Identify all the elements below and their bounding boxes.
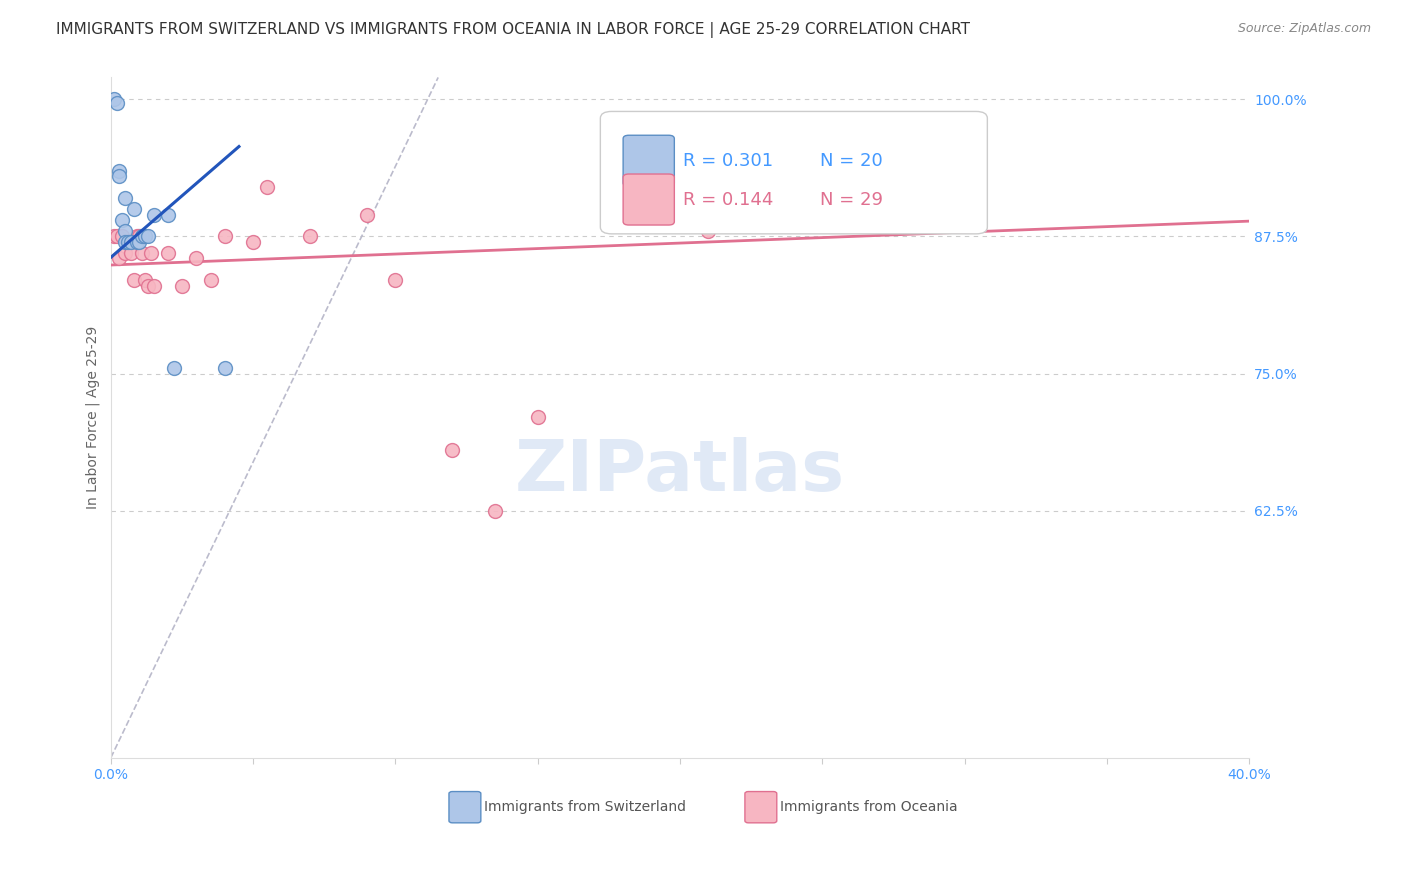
Point [242, 235, 264, 249]
FancyBboxPatch shape [623, 136, 675, 186]
Point [170, 278, 193, 293]
Point [131, 229, 153, 244]
Y-axis label: In Labor Force | Age 25-29: In Labor Force | Age 25-29 [86, 326, 100, 509]
Point [103, 229, 125, 244]
Text: IMMIGRANTS FROM SWITZERLAND VS IMMIGRANTS FROM OCEANIA IN LABOR FORCE | AGE 25-2: IMMIGRANTS FROM SWITZERLAND VS IMMIGRANT… [56, 22, 970, 38]
Point [214, 361, 236, 376]
Point [122, 202, 145, 216]
Point [117, 235, 139, 249]
Point [136, 229, 159, 244]
Text: Immigrants from Switzerland: Immigrants from Switzerland [484, 799, 686, 814]
Text: Immigrants from Oceania: Immigrants from Oceania [780, 799, 957, 814]
Point [103, 92, 125, 106]
Text: N = 20: N = 20 [820, 153, 883, 170]
Point [108, 169, 131, 183]
Point [105, 95, 128, 110]
Point [117, 235, 139, 249]
FancyBboxPatch shape [600, 112, 987, 234]
Point [128, 229, 150, 244]
Point [111, 229, 134, 244]
Point [134, 229, 156, 244]
FancyBboxPatch shape [745, 791, 776, 822]
Point [114, 191, 136, 205]
Point [142, 278, 165, 293]
Point [105, 229, 128, 244]
Point [384, 273, 406, 287]
Point [114, 224, 136, 238]
Text: R = 0.301: R = 0.301 [683, 153, 773, 170]
Text: ZIPatlas: ZIPatlas [515, 437, 845, 507]
Point [120, 235, 142, 249]
Point [114, 235, 136, 249]
Point [256, 180, 278, 194]
Point [526, 410, 548, 425]
Point [186, 252, 208, 266]
Point [128, 235, 150, 249]
Point [156, 246, 179, 260]
Point [142, 208, 165, 222]
Point [125, 235, 148, 249]
Point [356, 208, 378, 222]
FancyBboxPatch shape [449, 791, 481, 822]
Point [134, 273, 156, 287]
Point [697, 224, 720, 238]
Point [214, 229, 236, 244]
Point [136, 278, 159, 293]
Text: N = 29: N = 29 [820, 191, 883, 209]
Point [200, 273, 222, 287]
Point [108, 163, 131, 178]
Point [122, 273, 145, 287]
Point [139, 246, 162, 260]
Point [108, 252, 131, 266]
Point [441, 443, 464, 458]
Text: Source: ZipAtlas.com: Source: ZipAtlas.com [1237, 22, 1371, 36]
Point [162, 361, 184, 376]
Point [484, 504, 506, 518]
Point [131, 246, 153, 260]
Point [114, 246, 136, 260]
Text: R = 0.144: R = 0.144 [683, 191, 773, 209]
Point [120, 246, 142, 260]
Point [299, 229, 322, 244]
Point [156, 208, 179, 222]
FancyBboxPatch shape [623, 174, 675, 225]
Point [125, 229, 148, 244]
Point [111, 213, 134, 227]
